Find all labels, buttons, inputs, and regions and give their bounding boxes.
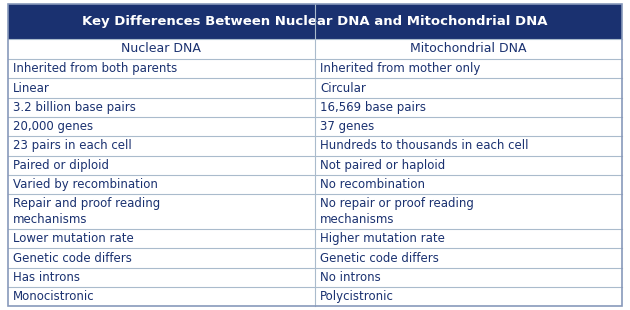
Bar — [8, 268, 315, 287]
Bar — [315, 229, 622, 248]
Bar — [8, 117, 315, 136]
Text: 37 genes: 37 genes — [320, 120, 374, 133]
Text: Paired or diploid: Paired or diploid — [13, 159, 108, 172]
Text: No repair or proof reading
mechanisms: No repair or proof reading mechanisms — [320, 197, 474, 226]
Text: Monocistronic: Monocistronic — [13, 290, 94, 303]
Text: Varied by recombination: Varied by recombination — [13, 178, 158, 191]
Bar — [315, 78, 622, 98]
Text: Repair and proof reading
mechanisms: Repair and proof reading mechanisms — [13, 197, 160, 226]
Text: 20,000 genes: 20,000 genes — [13, 120, 93, 133]
Text: Hundreds to thousands in each cell: Hundreds to thousands in each cell — [320, 140, 529, 153]
Bar — [315, 136, 622, 156]
Bar — [8, 98, 315, 117]
Bar — [315, 287, 622, 306]
Text: Linear: Linear — [13, 82, 50, 95]
Text: 23 pairs in each cell: 23 pairs in each cell — [13, 140, 131, 153]
Bar — [315, 39, 622, 59]
Bar — [8, 4, 622, 39]
Text: Circular: Circular — [320, 82, 366, 95]
Bar — [8, 229, 315, 248]
Bar — [315, 156, 622, 175]
Text: Lower mutation rate: Lower mutation rate — [13, 232, 134, 245]
Text: 3.2 billion base pairs: 3.2 billion base pairs — [13, 101, 135, 114]
Bar — [315, 268, 622, 287]
Bar — [315, 248, 622, 268]
Text: Has introns: Has introns — [13, 271, 79, 284]
Bar — [315, 175, 622, 194]
Bar — [8, 175, 315, 194]
Text: Higher mutation rate: Higher mutation rate — [320, 232, 445, 245]
Text: Genetic code differs: Genetic code differs — [320, 252, 439, 265]
Text: 16,569 base pairs: 16,569 base pairs — [320, 101, 426, 114]
Bar — [8, 136, 315, 156]
Text: No recombination: No recombination — [320, 178, 425, 191]
Bar — [8, 39, 315, 59]
Bar — [8, 194, 315, 229]
Bar — [315, 194, 622, 229]
Bar — [315, 59, 622, 78]
Text: No introns: No introns — [320, 271, 381, 284]
Bar — [8, 59, 315, 78]
Bar — [8, 287, 315, 306]
Bar — [315, 98, 622, 117]
Bar — [8, 78, 315, 98]
Text: Genetic code differs: Genetic code differs — [13, 252, 132, 265]
Text: Nuclear DNA: Nuclear DNA — [122, 42, 201, 55]
Text: Not paired or haploid: Not paired or haploid — [320, 159, 445, 172]
Text: Polycistronic: Polycistronic — [320, 290, 394, 303]
Text: Key Differences Between Nuclear DNA and Mitochondrial DNA: Key Differences Between Nuclear DNA and … — [83, 15, 547, 28]
Bar — [8, 156, 315, 175]
Text: Inherited from both parents: Inherited from both parents — [13, 62, 177, 75]
Bar — [315, 117, 622, 136]
Text: Inherited from mother only: Inherited from mother only — [320, 62, 481, 75]
Text: Mitochondrial DNA: Mitochondrial DNA — [411, 42, 527, 55]
Bar — [8, 248, 315, 268]
